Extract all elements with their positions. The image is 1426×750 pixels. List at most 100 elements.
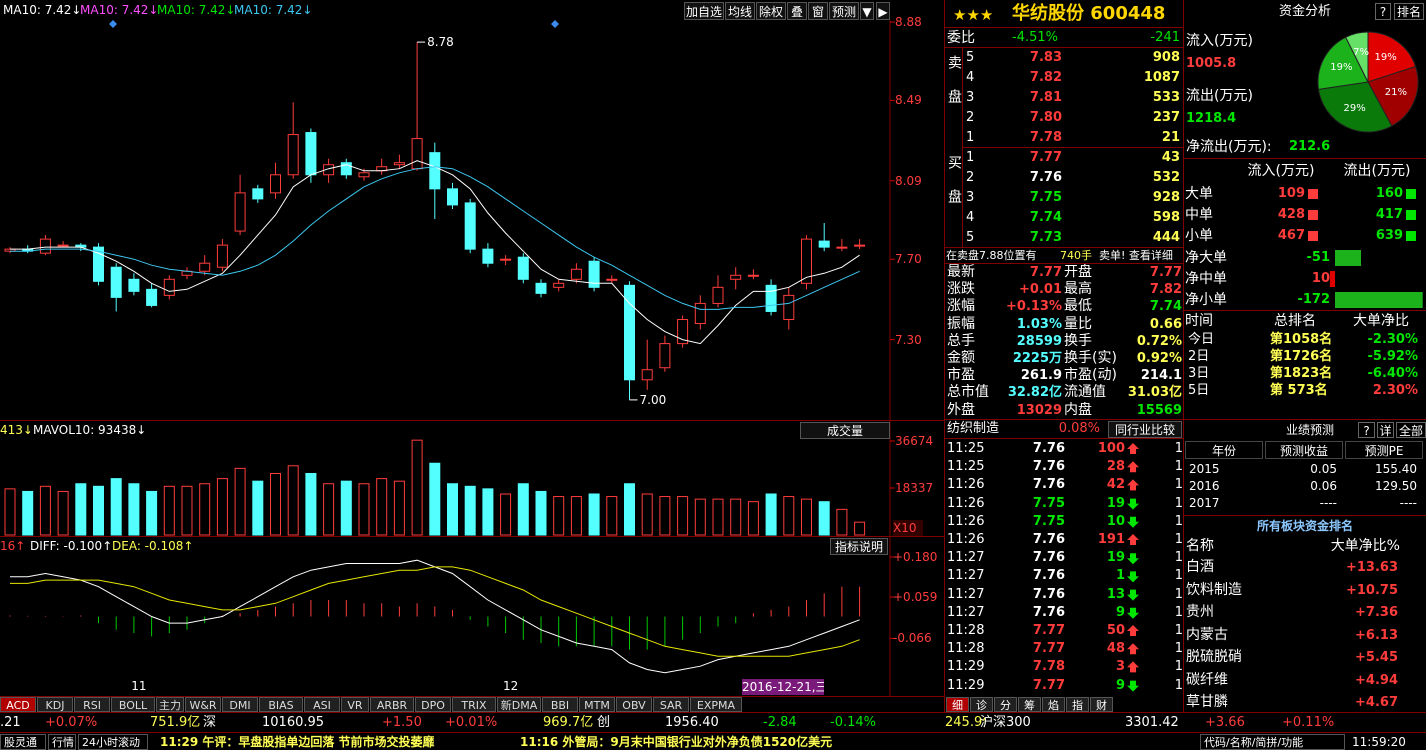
detail-tab[interactable]: 分 (994, 697, 1017, 712)
indicator-tab[interactable]: 主力 (156, 697, 184, 712)
stat-value: 7.77 (1149, 265, 1182, 280)
stat-value: 1.03% (1016, 316, 1062, 332)
tick-price: 7.76 (1032, 586, 1065, 602)
indicator-tab[interactable]: ACD (0, 697, 36, 712)
volume-bar (818, 501, 830, 536)
volume-bar (694, 498, 706, 536)
volume-bar (163, 485, 175, 536)
volume-selector[interactable]: 成交量 (800, 422, 890, 439)
candle-body (836, 246, 848, 249)
indicator-tab[interactable]: BBI (542, 697, 578, 712)
notice-link[interactable]: 卖单! 查看详细 (1099, 249, 1173, 262)
tick-volume: 191 (1097, 532, 1125, 547)
industry-compare[interactable]: 同行业比较 (1108, 421, 1182, 438)
stat-value: 261.9 (1020, 368, 1062, 384)
forecast-cell: 0.06 (1310, 479, 1337, 493)
sector-name: 脱硫脱硝 (1186, 649, 1242, 665)
panel-borders (0, 0, 1426, 733)
indicator-tab[interactable]: SAR (653, 697, 689, 712)
status-item: +1.50 (382, 715, 422, 730)
indicator-help[interactable]: 指标说明 (830, 538, 888, 555)
forecast-cell: 155.40 (1375, 462, 1417, 476)
volume-bar (252, 480, 264, 536)
indicator-tab[interactable]: DMI (222, 697, 258, 712)
detail-tab[interactable]: 财 (1090, 697, 1113, 712)
indicator-tab[interactable]: BIAS (259, 697, 303, 712)
indicator-tab[interactable]: OBV (616, 697, 652, 712)
volume-bar (606, 496, 618, 536)
tick-arrow (1127, 680, 1139, 692)
ticker-item[interactable]: 股灵通 (0, 734, 46, 750)
industry-name: 纺织制造 (947, 421, 1000, 436)
volume-bar (730, 498, 742, 536)
status-item: 沪深300 (980, 715, 1031, 730)
toolbar-button[interactable]: 除权 (756, 2, 786, 20)
rank-ratio: 2.30% (1372, 383, 1418, 398)
forecast-title: 业绩预测 (1285, 423, 1334, 437)
volume-bar (270, 472, 281, 536)
book-price: 7.75 (1029, 190, 1062, 205)
volume-bar (234, 467, 246, 536)
tick-volume: 9 (1115, 677, 1125, 693)
indicator-tab[interactable]: TRIX (452, 697, 496, 712)
stat-value: 0.66 (1149, 316, 1182, 332)
status-item: +0.11% (1282, 715, 1335, 730)
fund-help[interactable]: ? (1375, 3, 1391, 20)
forecast-button[interactable]: ? (1358, 422, 1375, 438)
forecast-cell: 2015 (1189, 462, 1220, 476)
ticker-item[interactable]: 代码/名称/简拼/功能 (1200, 734, 1345, 750)
candle-body (411, 138, 423, 170)
status-item: 969.7亿 (543, 715, 594, 730)
toolbar-dropdown[interactable]: ▼ (860, 2, 874, 20)
indicator-tab[interactable]: 新DMA (497, 697, 541, 712)
stat-value: 7.74 (1149, 299, 1182, 315)
toolbar-button[interactable]: 窗 (808, 2, 828, 20)
ticker-item[interactable]: 24小时滚动 (78, 734, 148, 750)
stat-label: 市盈(动) (1064, 367, 1117, 384)
stat-value: 0.92% (1136, 351, 1182, 366)
date-label: 2016-12-21,三 (742, 679, 824, 695)
volume-bar (75, 483, 87, 536)
volume-legend: MAVOL10: 93438↓ (33, 423, 147, 437)
book-price: 7.83 (1029, 50, 1062, 65)
flow-out: 417 (1375, 207, 1403, 222)
indicator-tab[interactable]: MTM (579, 697, 615, 712)
tick-arrow (1127, 498, 1139, 510)
indicator-tab[interactable]: VR (341, 697, 369, 712)
indicator-tab[interactable]: ASI (304, 697, 340, 712)
toolbar-button[interactable]: 预测 (829, 2, 859, 20)
stat-value: 0.72% (1136, 333, 1182, 349)
pie-label: 29% (1343, 102, 1366, 114)
detail-tab[interactable]: 指 (1066, 697, 1089, 712)
tick-price: 7.76 (1032, 568, 1065, 584)
flow-icon (1406, 189, 1416, 199)
forecast-button[interactable]: 详 (1377, 422, 1394, 438)
indicator-tab[interactable]: BOLL (111, 697, 155, 712)
book-level: 3 (966, 190, 975, 205)
indicator-tab[interactable]: RSI (74, 697, 110, 712)
fund-rank[interactable]: 排名 (1394, 3, 1424, 20)
toolbar-arrow[interactable]: ▶ (876, 2, 890, 20)
toolbar-button[interactable]: 叠 (787, 2, 807, 20)
indicator-tab[interactable]: ARBR (370, 697, 414, 712)
detail-tab[interactable]: 筹 (1018, 697, 1041, 712)
toolbar-button[interactable]: 均线 (725, 2, 755, 20)
ticker-item[interactable]: 行情 (48, 734, 76, 750)
indicator-tab[interactable]: KDJ (37, 697, 73, 712)
volume-bar (411, 439, 423, 536)
detail-tab[interactable]: 细 (946, 697, 969, 712)
detail-tab[interactable]: 诊 (970, 697, 993, 712)
toolbar-button[interactable]: 加自选 (684, 2, 724, 20)
flow-out: 639 (1375, 228, 1403, 243)
indicator-tab[interactable]: DPO (415, 697, 451, 712)
stat-value: 13029 (1016, 402, 1062, 418)
detail-tab[interactable]: 焰 (1042, 697, 1065, 712)
tick-last: 1 (1174, 550, 1183, 566)
ma10-line (10, 166, 860, 310)
volume-bar (641, 493, 653, 536)
indicator-tab[interactable]: EXPMA (690, 697, 742, 712)
indicator-tab[interactable]: W&R (185, 697, 221, 712)
tick-arrow (1127, 571, 1139, 583)
forecast-button[interactable]: 全部 (1396, 422, 1426, 438)
stat-value: 15569 (1136, 402, 1182, 418)
